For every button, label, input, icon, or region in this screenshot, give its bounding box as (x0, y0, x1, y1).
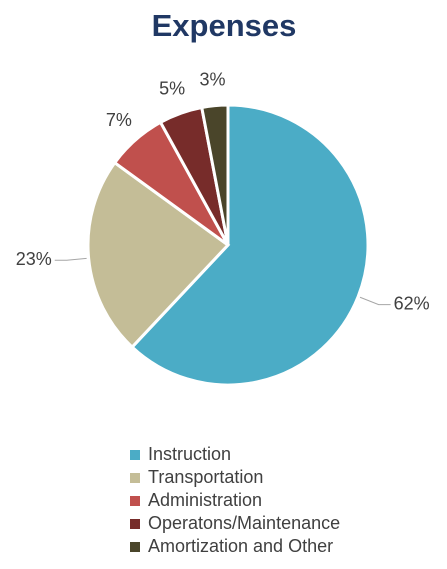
pie-slice (200, 103, 230, 246)
legend-swatch (130, 450, 140, 460)
legend-swatch (130, 542, 140, 552)
data-label: 23% (16, 249, 52, 269)
pie-slice (86, 160, 231, 350)
legend-label: Administration (148, 490, 262, 510)
legend-label: Amortization and Other (148, 536, 333, 556)
legend-swatch (130, 473, 140, 483)
chart-title: Expenses (152, 8, 297, 43)
leader-line (54, 257, 87, 261)
data-label: 7% (106, 110, 132, 130)
data-label: 62% (394, 293, 430, 313)
legend-swatch (130, 519, 140, 529)
pie-slice (130, 103, 370, 387)
legend-label: Transportation (148, 467, 263, 487)
data-label: 3% (199, 69, 225, 89)
legend-label: Instruction (148, 444, 231, 464)
data-label: 5% (159, 79, 185, 99)
legend-label: Operatons/Maintenance (148, 513, 340, 533)
legend-swatch (130, 496, 140, 506)
leader-line (359, 296, 391, 306)
